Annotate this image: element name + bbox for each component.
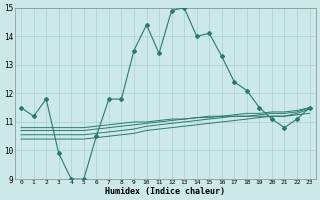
- X-axis label: Humidex (Indice chaleur): Humidex (Indice chaleur): [105, 187, 225, 196]
